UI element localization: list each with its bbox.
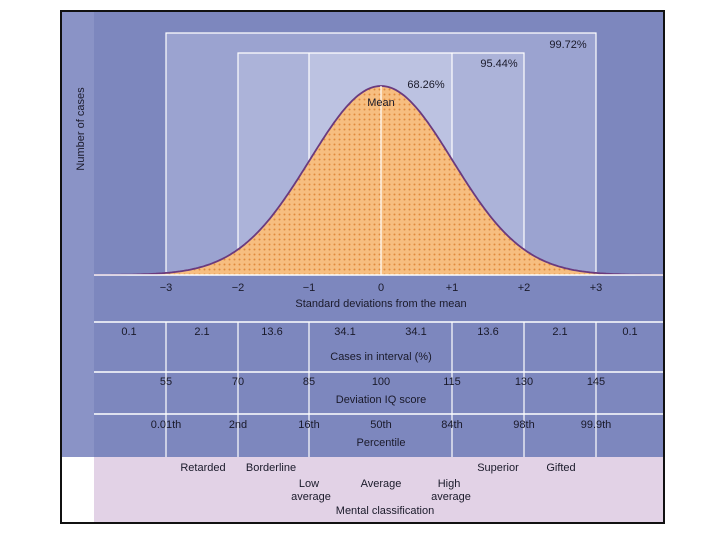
percentile-value: 84th: [441, 419, 462, 431]
percentile-value: 99.9th: [581, 419, 612, 431]
axis-title: Number of cases: [75, 87, 87, 171]
iq-value: 145: [587, 376, 605, 388]
sd-tick-label: +2: [518, 282, 531, 294]
sd-tick-label: −1: [303, 282, 316, 294]
sd-axis-label: Standard deviations from the mean: [295, 298, 466, 310]
sd-tick-label: −3: [160, 282, 173, 294]
bracket-95-line: [237, 52, 525, 275]
iq-value: 70: [232, 376, 244, 388]
percentile-value: 98th: [513, 419, 534, 431]
class-high-average-line1: High: [438, 478, 461, 490]
sd-tick-label: +1: [446, 282, 459, 294]
iq-value: 115: [443, 376, 461, 388]
cases-value: 0.1: [121, 326, 136, 338]
class-borderline: Borderline: [246, 462, 296, 474]
normal-distribution-figure: Number of cases 99.72% 95.44% 68.26% Mea…: [60, 10, 665, 524]
bracket-99-line: [165, 32, 597, 275]
mean-label: Mean: [367, 97, 395, 109]
normal-curve: [94, 85, 663, 276]
iq-value: 130: [515, 376, 533, 388]
column-grid: [165, 322, 597, 457]
iq-value: 85: [303, 376, 315, 388]
distribution-diagram: Number of cases 99.72% 95.44% 68.26% Mea…: [62, 12, 663, 522]
class-retarded: Retarded: [180, 462, 225, 474]
cases-row-label: Cases in interval (%): [330, 351, 431, 363]
class-low-average-line2: average: [291, 491, 331, 503]
classification-band: [94, 457, 663, 522]
cases-value: 0.1: [622, 326, 637, 338]
sd-tick-label: 0: [378, 282, 384, 294]
bracket-99-label: 99.72%: [549, 39, 587, 51]
class-high-average-line2: average: [431, 491, 471, 503]
bracket-68-label: 68.26%: [407, 79, 445, 91]
percentile-value: 2nd: [229, 419, 247, 431]
percentile-value: 0.01th: [151, 419, 182, 431]
cases-value: 13.6: [261, 326, 282, 338]
iq-value: 55: [160, 376, 172, 388]
row-separators: [94, 274, 663, 415]
percentile-value: 16th: [298, 419, 319, 431]
class-low-average-line1: Low: [299, 478, 319, 490]
iq-value: 100: [372, 376, 390, 388]
class-gifted: Gifted: [546, 462, 575, 474]
cases-value: 34.1: [405, 326, 426, 338]
percentile-row-label: Percentile: [357, 437, 406, 449]
cases-value: 2.1: [552, 326, 567, 338]
curve-area: [94, 86, 663, 275]
class-average: Average: [361, 478, 402, 490]
sd-tick-label: +3: [590, 282, 603, 294]
cases-value: 2.1: [194, 326, 209, 338]
sd-tick-label: −2: [232, 282, 245, 294]
bracket-95-label: 95.44%: [480, 58, 518, 70]
classification-row-label: Mental classification: [336, 505, 434, 517]
class-superior: Superior: [477, 462, 519, 474]
cases-value: 34.1: [334, 326, 355, 338]
cases-value: 13.6: [477, 326, 498, 338]
percentile-value: 50th: [370, 419, 391, 431]
iq-row-label: Deviation IQ score: [336, 394, 426, 406]
